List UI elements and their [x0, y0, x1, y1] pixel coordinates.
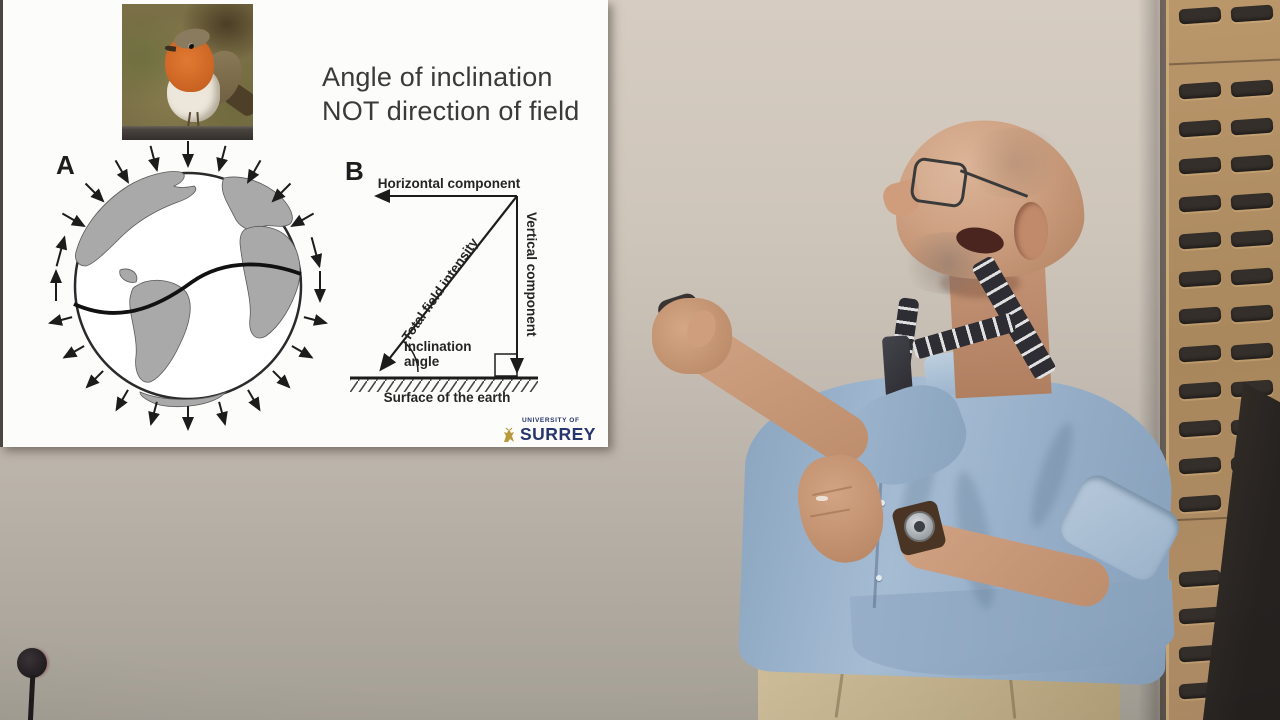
field-arrow [61, 212, 86, 227]
field-arrow [55, 235, 68, 267]
vertical-component-label: Vertical component [524, 212, 539, 337]
field-arrow [115, 389, 129, 412]
slide-edge [0, 0, 3, 447]
logo-text-small: UNIVERSITY OF [522, 417, 580, 424]
field-arrow [216, 401, 228, 427]
robin-eye [188, 43, 194, 49]
field-arrow [148, 401, 160, 427]
field-arrow [247, 389, 261, 412]
inclination-word: Inclination [404, 339, 472, 354]
angle-word: angle [404, 354, 440, 369]
field-arrow [148, 145, 160, 173]
logo-text-large: SURREY [520, 424, 596, 444]
field-arrow [47, 314, 73, 326]
field-arrow [290, 212, 315, 227]
panel-edge [1160, 0, 1166, 720]
field-arrow [310, 237, 323, 269]
field-arrow [272, 370, 291, 389]
robin-photo [122, 4, 253, 140]
photo-ledge [122, 126, 253, 140]
field-arrow [62, 345, 85, 359]
lecturer-ear [1014, 202, 1048, 260]
shirt-button [879, 500, 885, 506]
field-arrow [291, 345, 314, 359]
panel-a-label: A [56, 150, 75, 180]
watch-dial [914, 521, 925, 532]
shirt-button [876, 575, 882, 581]
microphone-icon [17, 648, 47, 678]
surface-of-earth-label: Surface of the earth [383, 390, 511, 405]
slide-title: Angle of inclination NOT direction of fi… [322, 62, 580, 126]
stag-icon [504, 427, 514, 442]
presentation-slide: Angle of inclination NOT direction of fi… [0, 0, 608, 447]
field-arrow [303, 314, 329, 326]
university-logo: UNIVERSITY OF SURREY [496, 412, 612, 448]
inclination-diagram [350, 189, 538, 392]
wedding-ring [816, 496, 828, 501]
inclination-angle-label: Inclination angle [404, 339, 472, 369]
horizontal-component-label: Horizontal component [377, 176, 521, 191]
panel-edge-highlight [1166, 0, 1169, 720]
field-arrow [216, 145, 228, 173]
field-arrow [84, 182, 105, 203]
earth-field-diagram [47, 141, 329, 431]
field-arrow [247, 159, 262, 184]
field-arrow [85, 370, 104, 389]
glasses [909, 156, 969, 209]
panel-b-label: B [345, 156, 364, 186]
field-arrow [271, 182, 292, 203]
scalp-shading [960, 128, 1070, 198]
field-arrow [114, 159, 129, 184]
